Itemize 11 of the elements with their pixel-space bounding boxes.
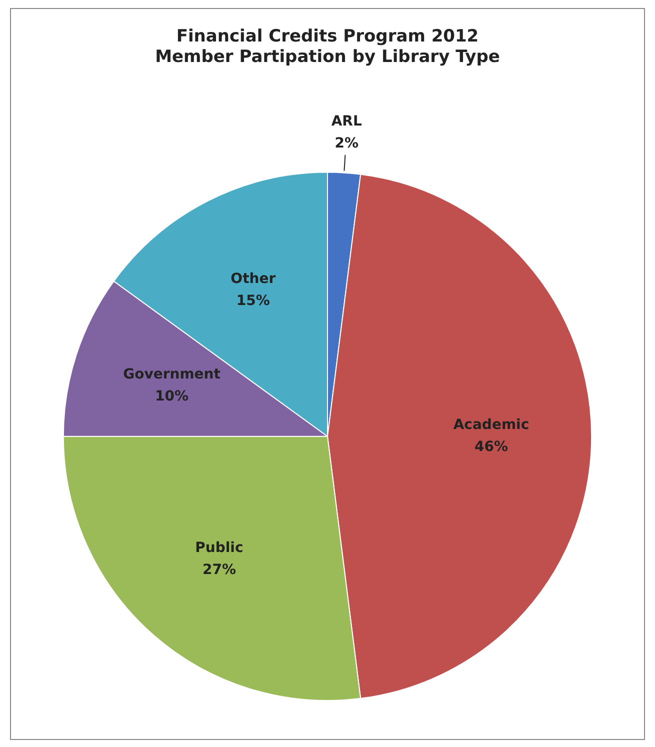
slice-label: Public [195, 540, 244, 556]
data-label: 10% [155, 388, 189, 404]
data-label: 46% [474, 439, 508, 456]
slice-label: Government [123, 366, 221, 382]
data-label: 15% [236, 293, 270, 310]
data-label: 2% [334, 136, 358, 152]
slice-label: Academic [453, 417, 530, 434]
slice-label: Other [230, 271, 276, 288]
data-label: 27% [202, 562, 236, 578]
chart-title: Financial Credits Program 2012 Member Partipation by Library Type [155, 26, 500, 68]
slice-label: ARL [331, 114, 362, 130]
